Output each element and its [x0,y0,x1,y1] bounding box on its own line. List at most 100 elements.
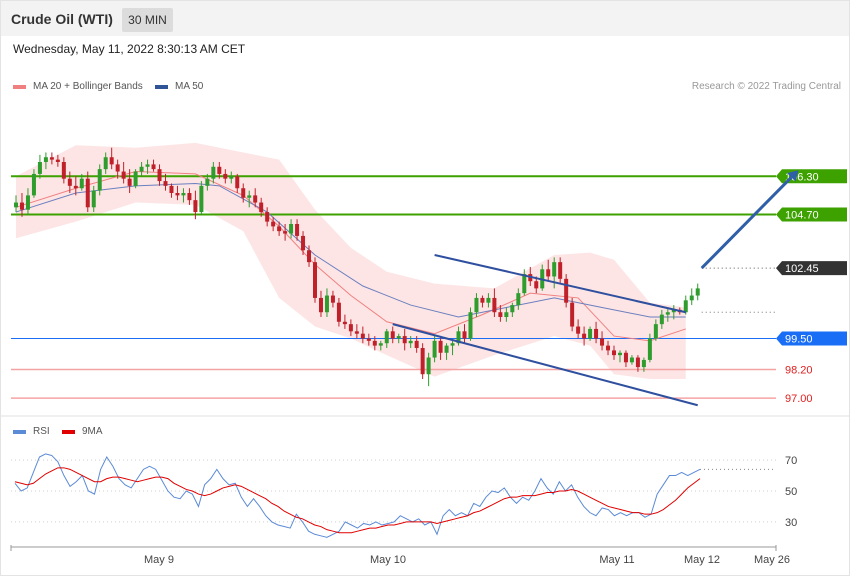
level-tag-99.50 [776,331,847,346]
candle-body [169,185,174,193]
candle-body [432,340,437,358]
candle-body [277,226,282,232]
legend-item-rsi: RSI [13,426,50,437]
candle-body [629,357,634,363]
bollinger-band [16,142,686,379]
candle-body [313,262,317,298]
candle-body [576,326,581,334]
level-tag-102.45 [776,261,847,276]
candle-body [635,357,640,368]
candle-body [139,166,144,172]
candle-body [61,162,66,179]
projection-arrow-shaft [700,176,793,270]
candle-body [289,224,294,234]
candle-body [582,333,587,339]
legend-label-9ma: 9MA [82,426,103,437]
candle-body [199,185,204,213]
candle-body [516,293,521,306]
candle-body [133,171,138,186]
candle-body [641,359,646,368]
x-tick-label: May 12 [684,554,720,566]
rsi-tick-label: 50 [785,486,797,498]
legend-swatch-rsi [13,429,26,434]
candle-body [510,305,515,313]
candle-body [468,312,473,339]
candle-body [647,338,652,360]
candle-body [414,340,419,348]
level-label-97.00: 97.00 [785,393,813,405]
candle-body [612,350,616,356]
candle-body [336,302,341,322]
candle-body [247,195,252,198]
x-tick-label: May 11 [599,554,634,566]
candle-body [324,295,329,313]
candle-body [653,324,658,339]
candle-body [420,348,425,375]
x-tick-label: May 10 [370,554,406,566]
candle-body [486,297,491,303]
candle-body [564,278,569,303]
candle-body [301,235,306,251]
candle-body [265,212,270,222]
candle-body [109,157,114,165]
candle-body [14,202,18,208]
level-label-98.20: 98.20 [785,364,813,376]
candle-body [163,181,168,186]
candle-body [342,321,347,325]
candle-body [600,338,605,346]
candle-body [474,297,479,313]
candle-body [534,281,539,289]
candle-body [55,159,60,162]
candle-body [695,288,700,296]
candle-body [623,352,628,363]
candle-body [79,178,84,189]
candle-body [295,224,300,236]
candle-body [671,309,676,313]
candle-body [588,328,593,339]
rsi-line [14,453,701,538]
legend-item-ma20: MA 20 + Bollinger Bands [13,81,143,92]
candle-body [193,200,198,213]
legend-label-ma20: MA 20 + Bollinger Bands [33,81,143,92]
candle-body [689,295,694,301]
rsi-tick-label: 30 [785,517,797,529]
candle-body [97,169,102,191]
candle-body [127,178,132,186]
candle-body [85,178,90,208]
ma20-line [15,171,686,342]
level-label-99.50: 99.50 [785,333,813,345]
candle-body [330,295,335,303]
rsi-tick-label: 70 [785,455,797,467]
candle-body [67,178,72,186]
candle-body [378,343,383,346]
candle-body [283,231,288,234]
candle-body [558,262,563,279]
candle-body [402,336,407,344]
candle-body [360,333,365,339]
candle-body [49,157,54,160]
candle-body [492,297,497,313]
rsi-9ma-line [14,467,701,534]
candle-body [157,169,162,182]
candle-body [348,324,353,332]
candle-body [91,190,96,208]
candle-body [665,312,670,315]
candle-body [37,162,42,174]
legend-label-rsi: RSI [33,426,50,437]
candle-body [354,331,359,334]
candle-body [498,312,503,317]
instrument-title: Crude Oil (WTI) [11,11,113,27]
projection-arrow-head [787,170,799,182]
timeframe-badge[interactable]: 30 MIN [122,8,173,32]
trendline-upper [434,254,686,314]
candle-body [223,173,228,179]
credit-label: Research © 2022 Trading Central [691,81,841,92]
candle-body [372,340,377,346]
candle-body [390,331,395,339]
ma50-line [15,182,686,318]
candle-body [205,178,210,186]
candle-body [43,157,48,162]
candle-body [444,345,449,353]
candle-body [366,338,371,341]
